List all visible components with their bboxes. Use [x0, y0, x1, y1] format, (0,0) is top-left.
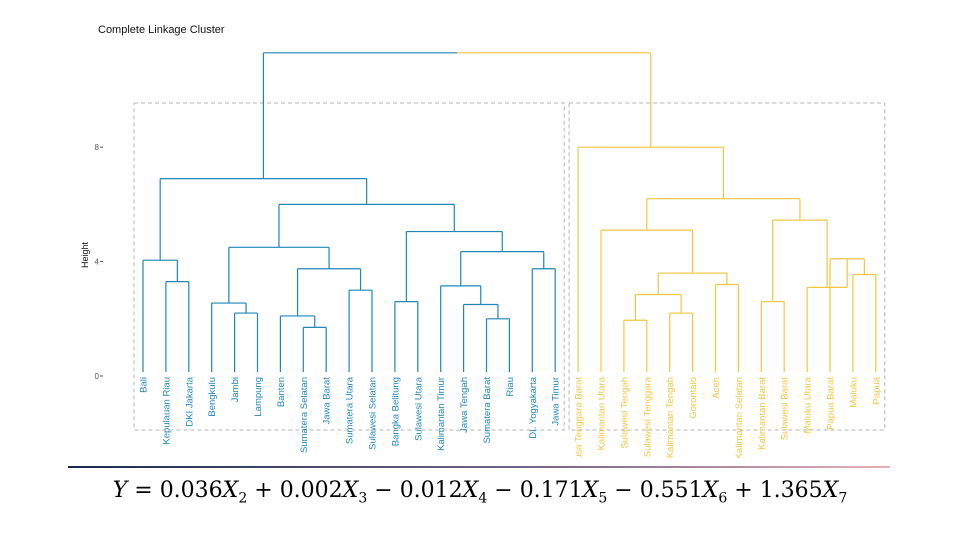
leaf-label: Kalimantan Tengah	[665, 377, 676, 458]
equation-coefficient: 0.012	[399, 478, 463, 503]
equation-coefficient: 0.002	[279, 478, 343, 503]
equation-coefficient: 0.551	[639, 478, 703, 503]
leaf-label: Sulawesi Tenggara	[642, 376, 653, 457]
leaf-label: Aceh	[711, 377, 722, 399]
y-tick-label: 8	[95, 143, 100, 152]
equation-sign: −	[607, 478, 640, 503]
equation-sign: −	[487, 478, 520, 503]
equation-lhs: Y	[112, 478, 128, 503]
leaf-label: Nusa Tenggara Barat	[574, 377, 585, 467]
leaf-label: Banten	[276, 377, 287, 407]
leaf-label: Lampung	[253, 377, 264, 417]
cluster-box-2	[568, 102, 886, 431]
equation-variable: X	[342, 478, 359, 503]
equation-variable: X	[822, 478, 839, 503]
leaf-label: Kepulauan Riau	[161, 377, 172, 445]
leaf-label: Maluku	[848, 377, 859, 408]
leaf-label: Bengkulu	[207, 377, 218, 417]
leaf-label: Jambi	[230, 377, 241, 402]
leaf-label: Sulawesi Barat	[780, 377, 791, 441]
leaf-label: Jawa Timur	[551, 377, 562, 426]
leaf-label: Kalimantan Timur	[436, 377, 447, 451]
leaf-label: Sulawesi Tengah	[619, 377, 630, 449]
leaf-label: Papua	[871, 376, 882, 404]
leaf-label: Sumatera Utara	[345, 376, 356, 444]
equation-sign: +	[247, 478, 280, 503]
leaf-label: Papua Barat	[826, 377, 837, 430]
leaf-label: Maluku Utara	[803, 376, 814, 433]
equation-subscript: 2	[238, 490, 248, 507]
leaf-label: Kalimantan Utara	[597, 376, 608, 450]
leaf-label: Sulawesi Selatan	[368, 377, 379, 450]
dendrogram-chart: 0 4 8 Bali Kepulauan Riau DKI Jakarta Bengkulu…	[95, 52, 886, 467]
leaf-label: Sumatera Selatan	[299, 377, 310, 453]
equation-subscript: 3	[358, 490, 368, 507]
equation-variable: X	[462, 478, 479, 503]
equation-subscript: 5	[598, 490, 608, 507]
equation-sign: +	[727, 478, 760, 503]
equation-variable: X	[702, 478, 719, 503]
leaf-label: Jawa Barat	[322, 377, 333, 425]
equation-subscript: 7	[838, 490, 848, 507]
y-tick-label: 4	[95, 258, 100, 267]
leaf-label: DI. Yogyakarta	[528, 376, 539, 439]
equation-coefficient: 0.171	[519, 478, 583, 503]
equation-equals: =	[127, 478, 160, 503]
y-tick-label: 0	[95, 372, 100, 381]
leaf-label: DKI Jakarta	[184, 376, 195, 426]
leaf-label: Jawa Tengah	[459, 377, 470, 433]
leaf-label: Gorontalo	[688, 377, 699, 419]
equation-sign: −	[367, 478, 400, 503]
equation-subscript: 4	[478, 490, 488, 507]
leaf-label: Sulawesi Utara	[413, 376, 424, 441]
regression-equation: Y = 0.036X2 + 0.002X3 − 0.012X4 − 0.171X…	[0, 478, 960, 506]
chart-title: Complete Linkage Cluster	[98, 24, 225, 36]
leaf-label: Bangka Belitung	[390, 377, 401, 446]
equation-coefficient: 0.036	[159, 478, 223, 503]
divider-line	[68, 466, 890, 468]
leaf-label: Bali	[139, 377, 150, 393]
equation-subscript: 6	[718, 490, 728, 507]
equation-variable: X	[222, 478, 239, 503]
leaf-label: Kalimantan Selatan	[734, 377, 745, 459]
equation-variable: X	[582, 478, 599, 503]
leaf-label: Sumatera Barat	[482, 377, 493, 444]
leaf-label: Riau	[505, 377, 516, 397]
equation-coefficient: 1.365	[759, 478, 823, 503]
leaf-label-group: Bali Kepulauan Riau DKI Jakarta Bengkulu Jam…	[139, 376, 883, 467]
leaf-label: Kalimantan Barat	[757, 377, 768, 450]
